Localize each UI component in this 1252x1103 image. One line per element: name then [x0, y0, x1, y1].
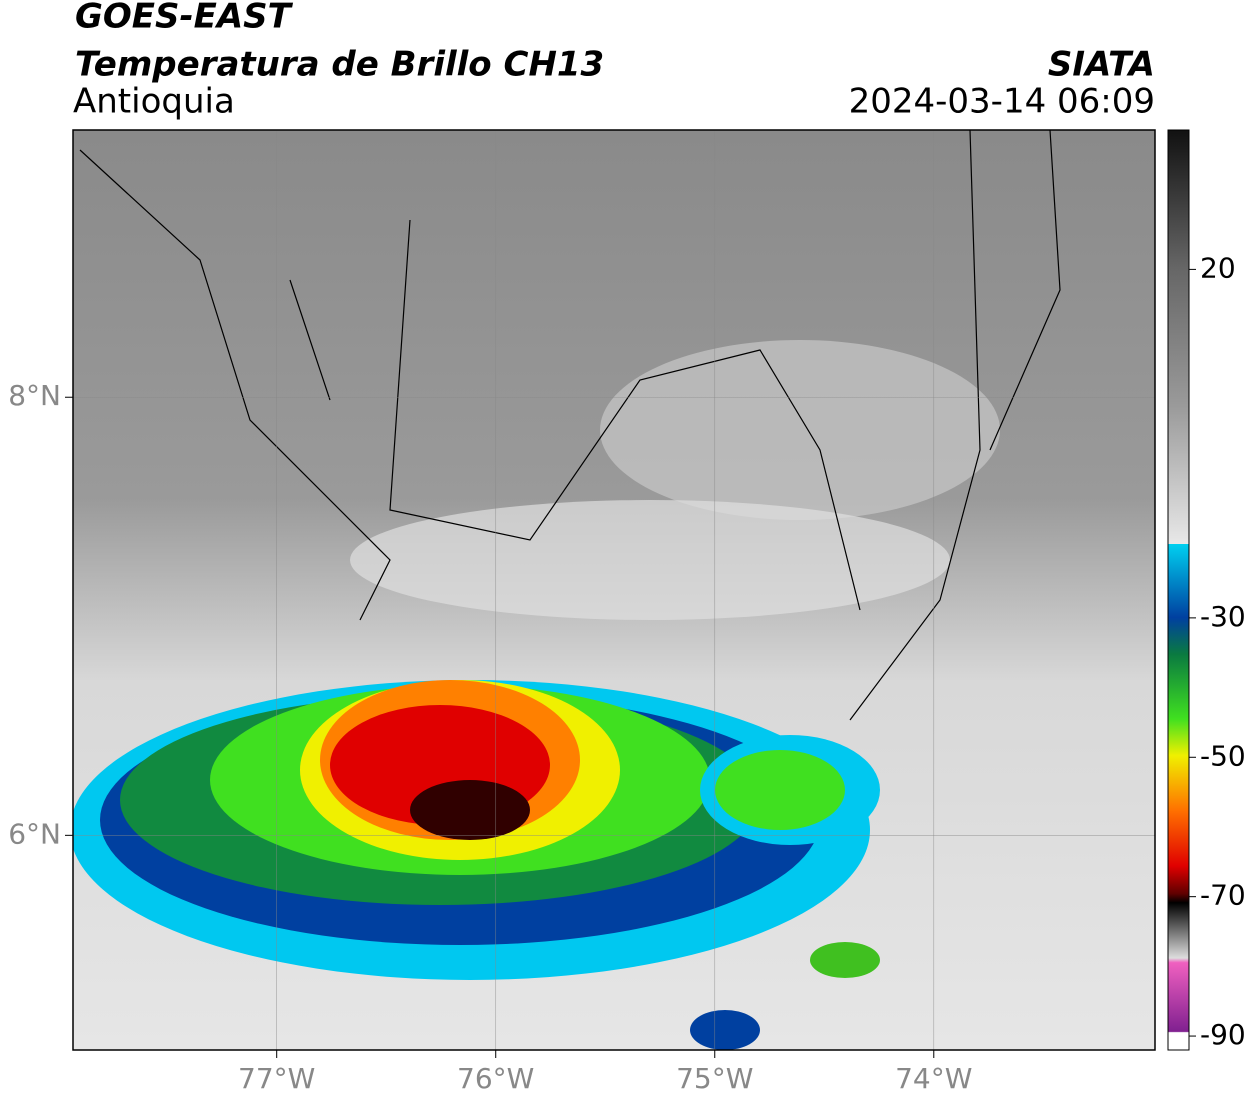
region: Antioquia	[73, 82, 235, 122]
satellite-image	[73, 130, 1155, 1050]
y-tick-label: 6°N	[8, 817, 61, 850]
title: GOES-EAST	[75, 0, 294, 37]
colorbar-tick-label: -50	[1200, 739, 1246, 772]
x-tick-label: 74°W	[895, 1062, 972, 1095]
map-frame	[72, 129, 1156, 1051]
subtitle: Temperatura de Brillo CH13	[75, 45, 604, 85]
colorbar-tick-label: -70	[1200, 879, 1246, 912]
colorbar-tick-label: -90	[1200, 1018, 1246, 1051]
grid	[73, 130, 1155, 1050]
x-tick-label: 75°W	[676, 1062, 753, 1095]
colorbar-tick-label: -30	[1200, 600, 1246, 633]
colorbar-tick-label: 20	[1200, 251, 1236, 284]
colorbar	[1167, 129, 1190, 1051]
x-tick-label: 77°W	[238, 1062, 315, 1095]
x-tick-label: 76°W	[457, 1062, 534, 1095]
datetime: 2024-03-14 06:09	[849, 82, 1155, 122]
source: SIATA	[1048, 45, 1155, 85]
y-tick-label: 8°N	[8, 379, 61, 412]
